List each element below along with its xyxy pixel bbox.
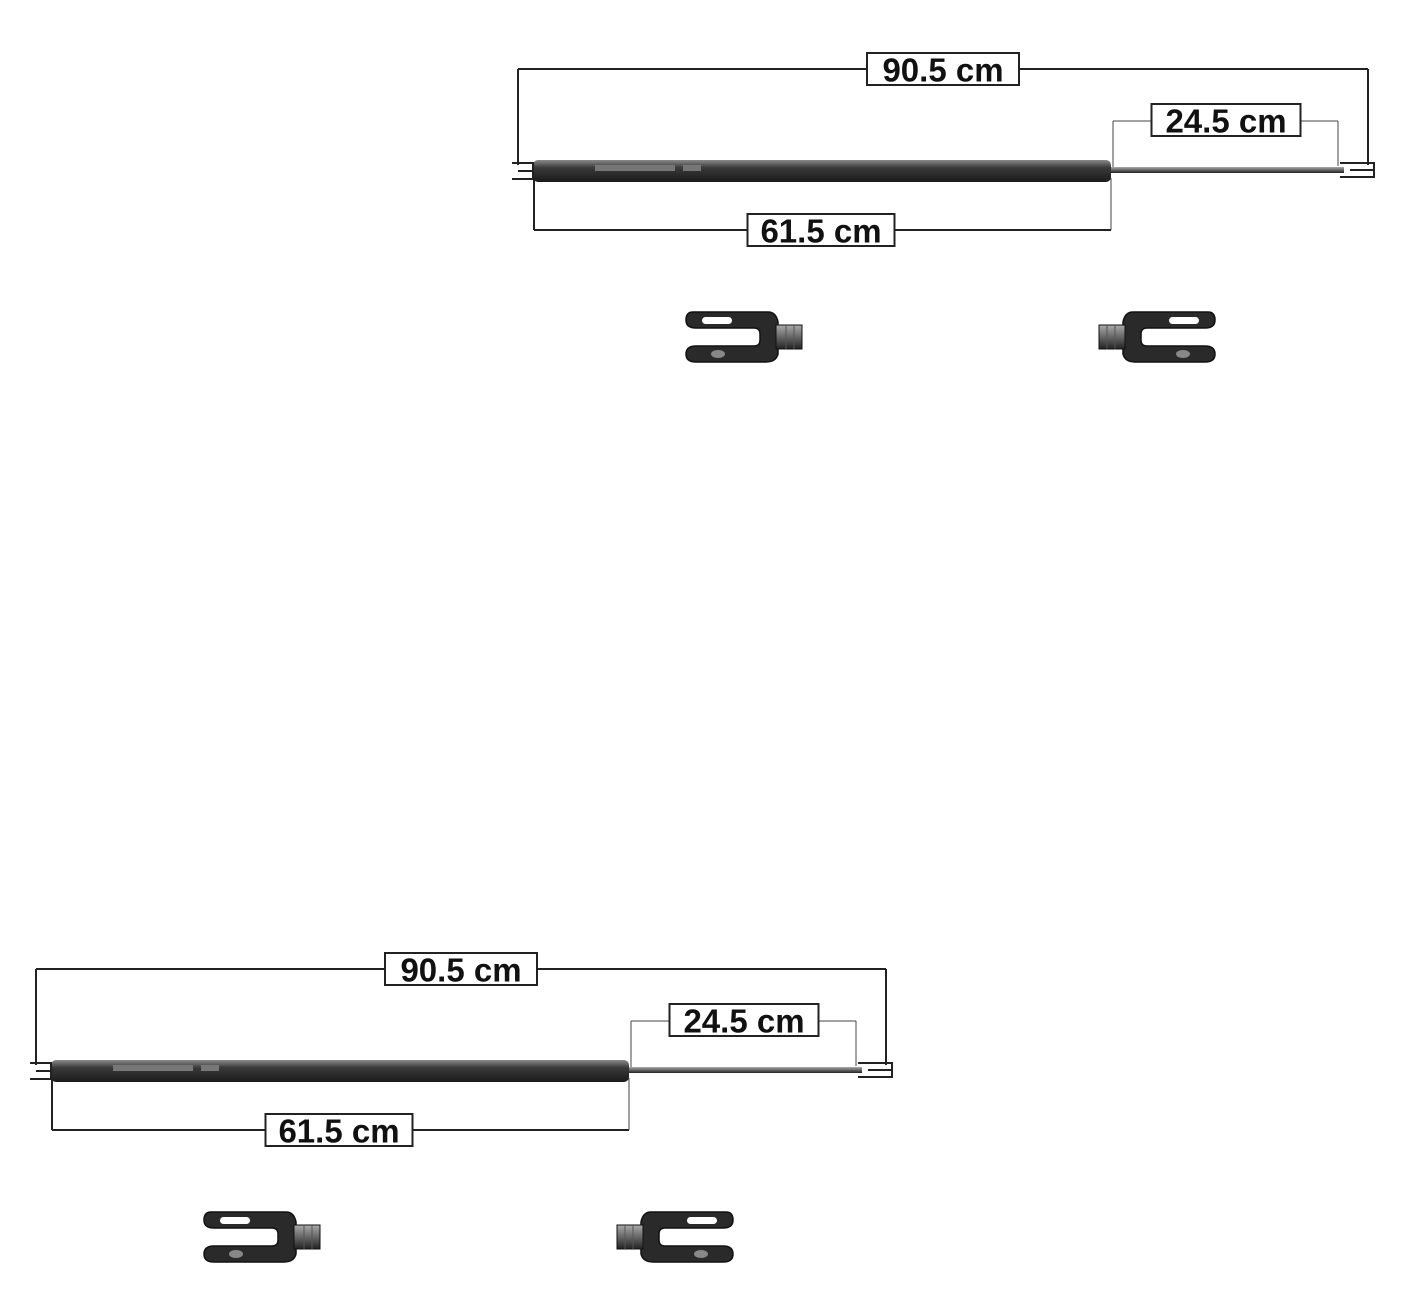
clevis-body [203,1211,297,1263]
end-fork-right [1340,162,1375,178]
clevis-fitting [1098,311,1216,363]
end-fork-left [30,1062,52,1080]
clevis-slot [220,1217,250,1224]
strut-body [533,160,1111,182]
clevis-fitting [685,311,803,363]
dimension-label: 90.5 cm [882,52,1003,89]
clevis-fitting [203,1211,321,1263]
body-sticker [201,1065,219,1071]
dimension-label: 61.5 cm [760,213,881,250]
clevis-slot [1169,317,1199,324]
clevis-fitting [616,1211,734,1263]
clevis-hole [229,1250,243,1258]
dimension-label-box [264,1113,414,1147]
dimension-label-box [866,52,1020,86]
dimension-label: 90.5 cm [400,952,521,989]
end-fork-right [858,1062,893,1078]
body-sticker [683,165,701,171]
clevis-hole [711,350,725,358]
clevis-hole [694,1250,708,1258]
dimension-label: 61.5 cm [278,1113,399,1150]
strut-body [51,1060,629,1082]
dimension-label: 24.5 cm [1165,103,1286,140]
clevis-body [640,1211,734,1263]
body-sticker [595,165,675,171]
dimension-label-box [1150,103,1302,137]
clevis-thread [775,324,803,350]
clevis-thread [616,1224,644,1250]
clevis-hole [1176,350,1190,358]
dimension-label: 24.5 cm [683,1003,804,1040]
clevis-slot [687,1217,717,1224]
clevis-body [1122,311,1216,363]
body-sticker [113,1065,193,1071]
dimension-label-box [668,1003,820,1037]
clevis-body [685,311,779,363]
clevis-thread [293,1224,321,1250]
dimension-label-box [746,213,896,247]
dimension-label-box [384,952,538,986]
strut-diagram: 90.5 cm 24.5 cm 61.5 cm [512,52,1375,363]
strut-rod [626,1067,862,1073]
clevis-thread [1098,324,1126,350]
strut-rod [1108,167,1344,173]
clevis-slot [702,317,732,324]
strut-diagram: 90.5 cm 24.5 cm 61.5 cm [30,952,893,1263]
end-fork-left [512,162,534,180]
